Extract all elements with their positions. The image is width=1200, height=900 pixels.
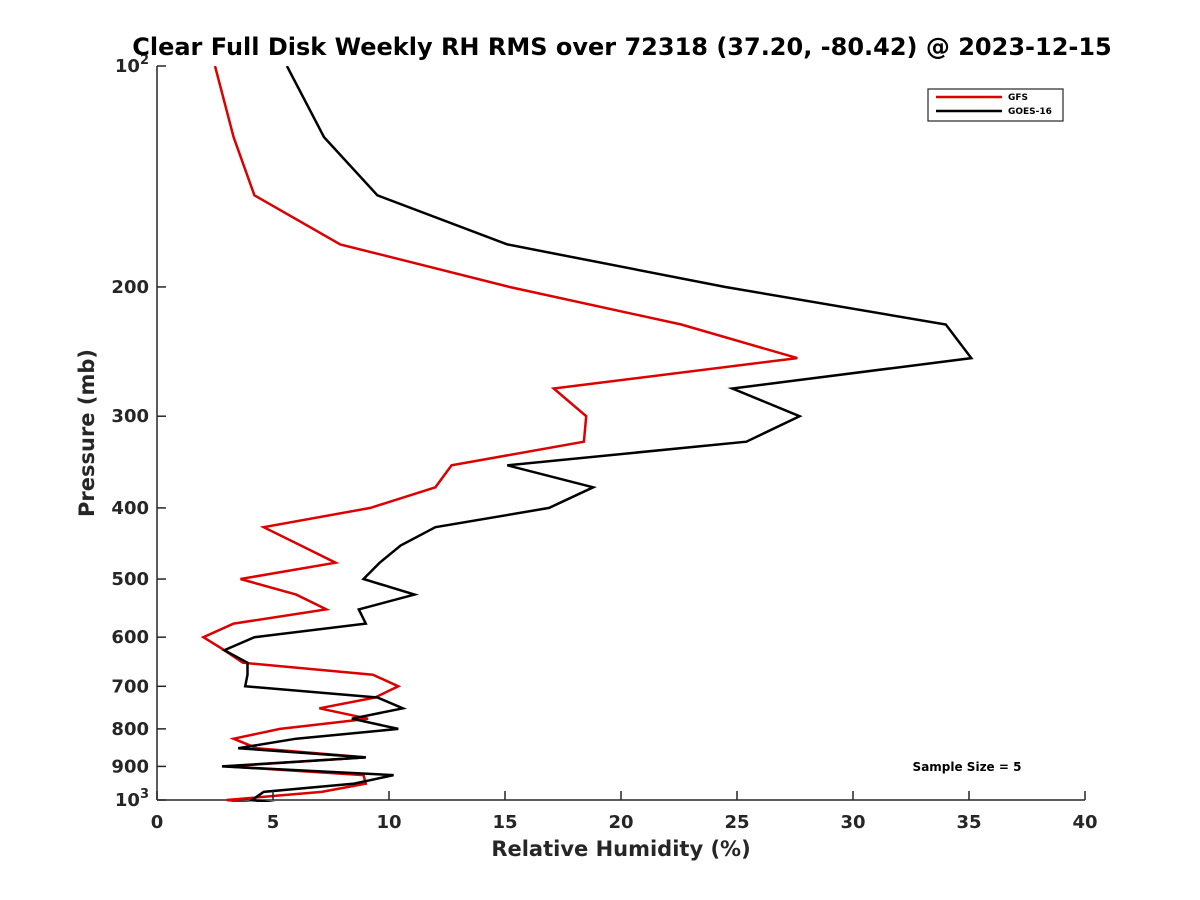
y-tick-label: 200 bbox=[111, 277, 149, 298]
chart-title: Clear Full Disk Weekly RH RMS over 72318… bbox=[132, 33, 1112, 61]
y-tick-label: 103 bbox=[115, 787, 149, 811]
y-axis-label: Pressure (mb) bbox=[75, 349, 99, 517]
x-tick-label: 15 bbox=[492, 812, 517, 833]
x-tick-label: 35 bbox=[956, 812, 981, 833]
x-tick-label: 25 bbox=[724, 812, 749, 833]
y-tick-label: 600 bbox=[111, 627, 149, 648]
y-tick-label: 400 bbox=[111, 498, 149, 519]
legend: GFS GOES-16 bbox=[927, 88, 1064, 122]
legend-label-gfs: GFS bbox=[1008, 93, 1028, 103]
legend-box bbox=[927, 88, 1064, 122]
x-tick-label: 5 bbox=[267, 812, 280, 833]
series-line-goes16 bbox=[221, 66, 974, 802]
x-tick-label: 20 bbox=[608, 812, 633, 833]
series-line-gfs bbox=[200, 66, 798, 802]
x-tick-label: 0 bbox=[151, 812, 164, 833]
y-tick-label: 800 bbox=[111, 719, 149, 740]
ticks-layer: 0 5 10 15 20 25 30 35 40 102 200 300 400 500 600 700 800… bbox=[111, 53, 1097, 833]
y-tick-label: 300 bbox=[111, 406, 149, 427]
x-axis-label: Relative Humidity (%) bbox=[491, 837, 750, 861]
legend-label-goes16: GOES-16 bbox=[1008, 107, 1052, 117]
y-tick-label: 500 bbox=[111, 569, 149, 590]
x-tick-label: 30 bbox=[840, 812, 865, 833]
sample-size-annotation: Sample Size = 5 bbox=[913, 760, 1022, 774]
x-tick-label: 10 bbox=[376, 812, 401, 833]
y-tick-label: 102 bbox=[115, 53, 149, 77]
y-tick-label: 700 bbox=[111, 676, 149, 697]
series-layer bbox=[200, 66, 974, 802]
x-tick-label: 40 bbox=[1072, 812, 1097, 833]
y-tick-label: 900 bbox=[111, 756, 149, 777]
